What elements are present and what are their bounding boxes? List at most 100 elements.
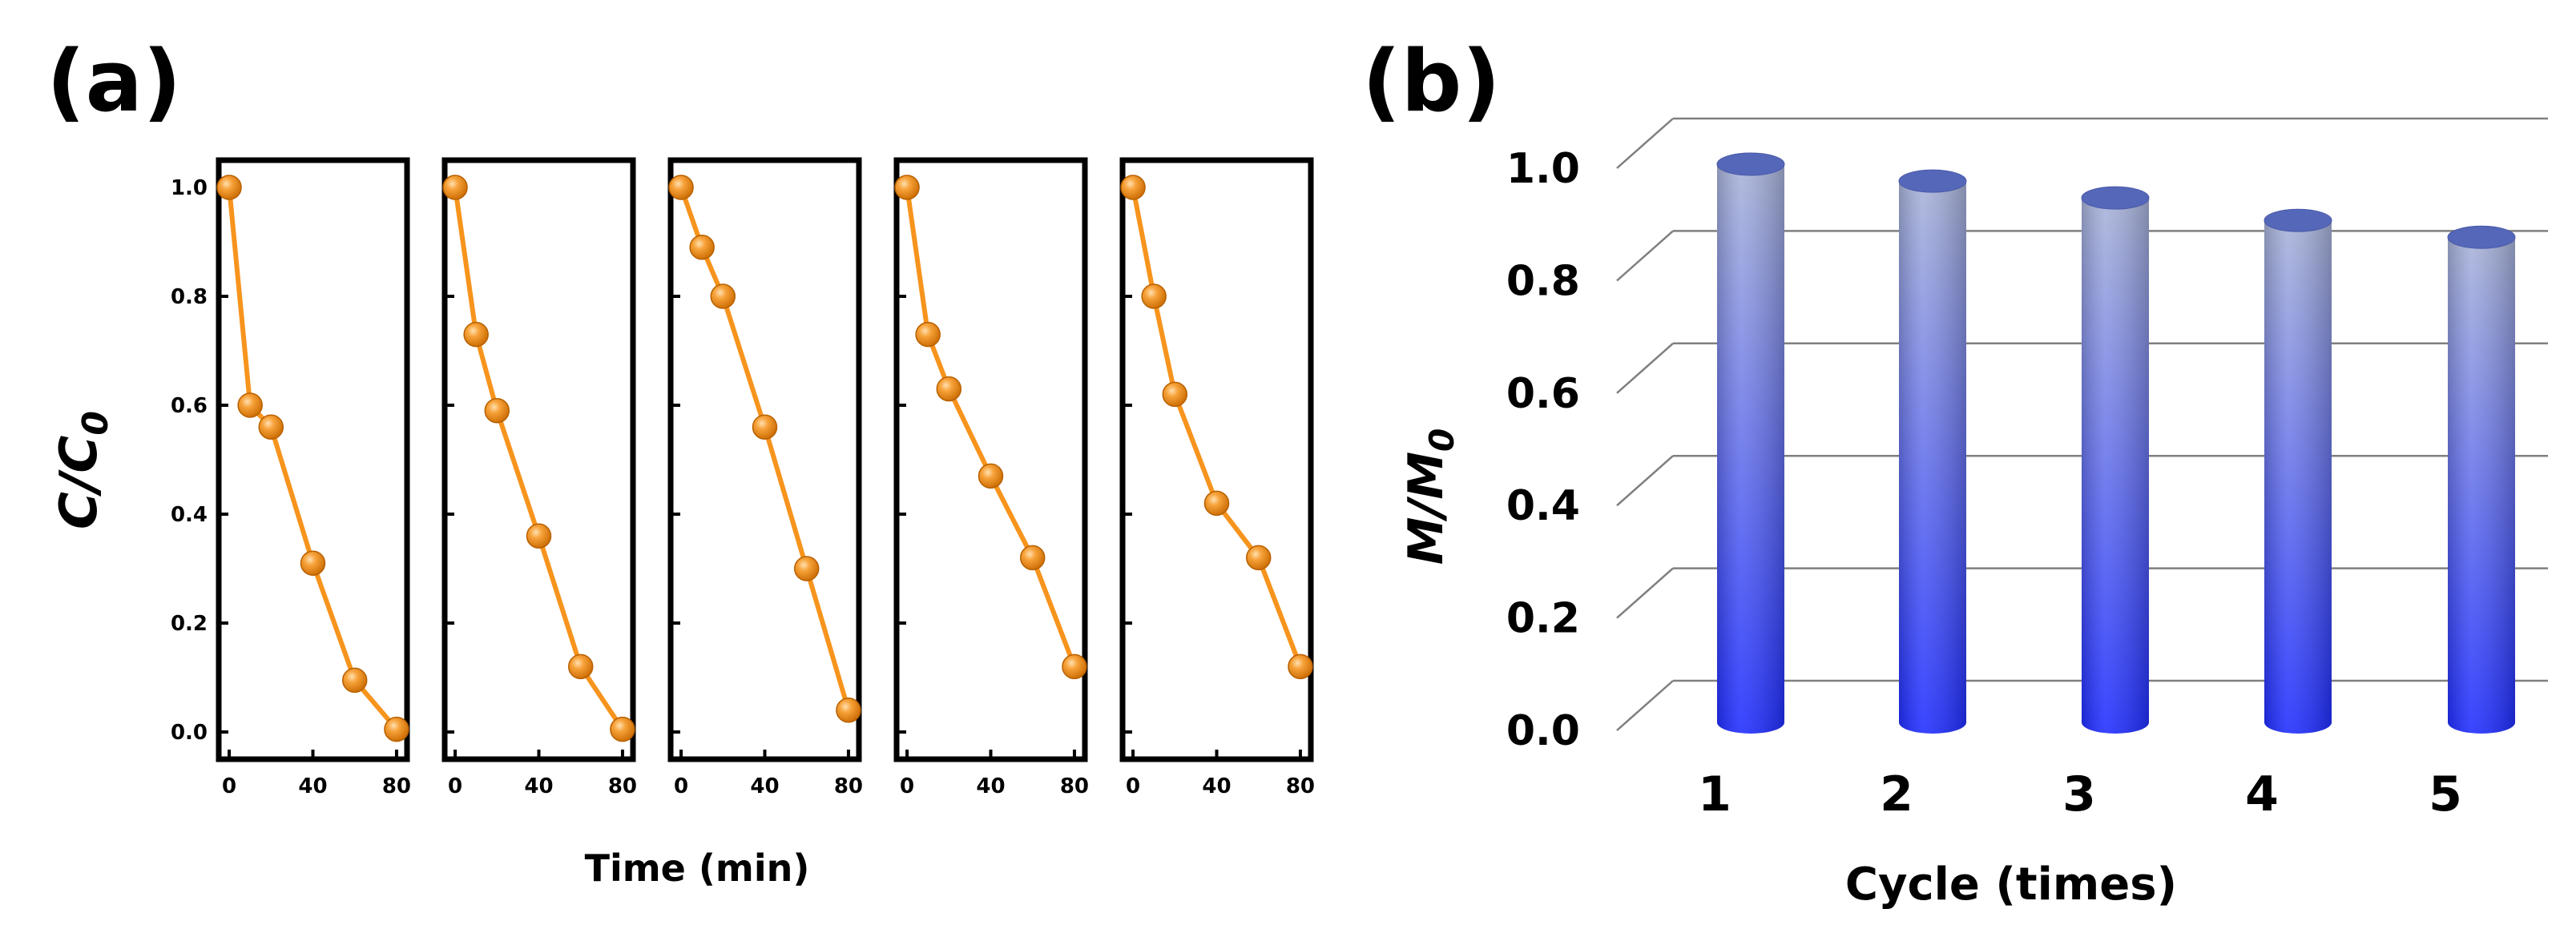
gridline-diagonal (1616, 567, 1674, 619)
gridline-diagonal (1616, 118, 1674, 169)
subplot-3: 0 40 80 (667, 157, 863, 798)
panel-a-y-axis-label-sub: 0 (75, 411, 116, 436)
subplot-frame (216, 157, 410, 762)
panel-b-y-axis-label-sub: 0 (1422, 428, 1461, 452)
bar-shade (2264, 220, 2332, 734)
x-tick-label: 0 (1126, 774, 1140, 798)
y-tick-label: 0.6 (171, 394, 208, 418)
panel-a-y-axis-label-group: C/C0 (50, 411, 116, 529)
panel-a-label: (a) (46, 32, 181, 131)
data-point (978, 463, 1004, 489)
data-point (567, 654, 594, 680)
data-point (384, 716, 409, 742)
data-point (689, 235, 715, 260)
data-point (1062, 654, 1087, 680)
data-point (258, 414, 284, 440)
data-point (836, 698, 861, 723)
bar-3 (2081, 186, 2150, 734)
data-point (894, 175, 920, 200)
y-tick-label: 0.6 (1506, 370, 1580, 418)
bar-shade (1899, 181, 1966, 734)
panel-a-plots: 0 40 80 0.0 0.2 0.4 0.6 0.8 1.0 0 40 80 0 40 80 0 40 80 0 4… (171, 157, 1315, 798)
panel-a-y-axis-label: C/C0 (50, 411, 116, 529)
data-point (216, 175, 242, 200)
category-label: 3 (2062, 766, 2096, 822)
bar-top (2447, 225, 2516, 249)
bar-4 (2264, 208, 2332, 734)
bar-top (1716, 152, 1785, 176)
panel-b-x-axis-label: Cycle (times) (1845, 859, 2177, 911)
gridline-diagonal (1616, 342, 1674, 394)
panel-b-plot: 0.0 0.2 0.4 0.6 0.8 1.0 1 2 3 4 5 (1506, 117, 2548, 822)
x-tick-label: 40 (1202, 774, 1231, 798)
data-point (463, 321, 489, 348)
data-point (793, 556, 820, 581)
data-point (484, 398, 510, 424)
y-tick-label: 1.0 (171, 176, 208, 200)
series-line (905, 187, 1077, 668)
subplot-frame (893, 157, 1088, 762)
y-tick-label: 0.8 (1506, 257, 1580, 305)
gridline-diagonal (1616, 455, 1674, 507)
data-point (710, 284, 736, 309)
x-tick-label: 40 (750, 774, 779, 798)
series-line (1131, 187, 1303, 668)
x-tick-label: 40 (524, 774, 553, 798)
x-tick-label: 0 (900, 774, 914, 798)
category-label: 2 (1880, 766, 1913, 822)
x-tick-label: 40 (976, 774, 1005, 798)
panel-a-y-axis-label-main: C/C (50, 436, 109, 529)
subplot-5: 0 40 80 (1119, 157, 1315, 798)
subplot-4: 0 40 80 (893, 157, 1089, 798)
x-tick-label: 0 (674, 774, 688, 798)
panel-b-label: (b) (1362, 32, 1501, 131)
data-point (341, 667, 368, 694)
y-tick-label: 0.4 (171, 503, 208, 527)
data-point (1141, 284, 1167, 309)
bar-shade (2082, 198, 2149, 734)
x-tick-label: 80 (834, 774, 863, 798)
panel-a-x-axis-label: Time (min) (585, 847, 810, 890)
y-tick-label: 0.0 (1506, 707, 1580, 755)
data-point (668, 175, 694, 200)
bar-shade (2448, 237, 2515, 734)
series-line (679, 187, 851, 711)
x-tick-label: 80 (382, 774, 411, 798)
y-tick-label: 0.8 (171, 285, 208, 309)
y-tick-label: 0.0 (171, 721, 208, 745)
y-tick-label: 0.2 (171, 612, 208, 636)
panel-b-y-axis-label-main: M/M (1398, 452, 1454, 565)
panel-b-y-axis-label: M/M0 (1398, 428, 1461, 565)
category-label: 4 (2245, 766, 2279, 822)
bar-5 (2447, 225, 2516, 734)
bar-top (1898, 169, 1967, 193)
data-point (752, 414, 778, 440)
category-label: 1 (1698, 766, 1731, 822)
bar-top (2264, 208, 2332, 232)
subplot-2: 0 40 80 (441, 157, 637, 798)
bar-2 (1898, 169, 1967, 734)
x-tick-label: 0 (222, 774, 236, 798)
subplot-1: 0 40 80 0.0 0.2 0.4 0.6 0.8 1.0 (171, 157, 411, 798)
data-point (1203, 490, 1230, 517)
bar-1 (1716, 152, 1785, 734)
subplot-frame (1119, 157, 1314, 762)
x-tick-label: 80 (1060, 774, 1089, 798)
data-point (300, 550, 326, 576)
panel-b-y-axis-label-group: M/M0 (1398, 428, 1461, 565)
y-tick-label: 0.2 (1506, 595, 1580, 643)
data-point (1120, 175, 1146, 200)
data-point (1245, 545, 1272, 571)
data-point (915, 321, 941, 348)
series-line (453, 187, 625, 731)
subplot-frame (441, 157, 636, 762)
y-tick-label: 1.0 (1506, 145, 1580, 193)
data-point (237, 392, 263, 418)
data-point (1019, 545, 1046, 571)
data-point (442, 175, 468, 200)
gridline-diagonal (1616, 230, 1674, 282)
category-label: 5 (2429, 766, 2462, 822)
data-point (936, 376, 962, 402)
bar-shade (1717, 164, 1784, 734)
